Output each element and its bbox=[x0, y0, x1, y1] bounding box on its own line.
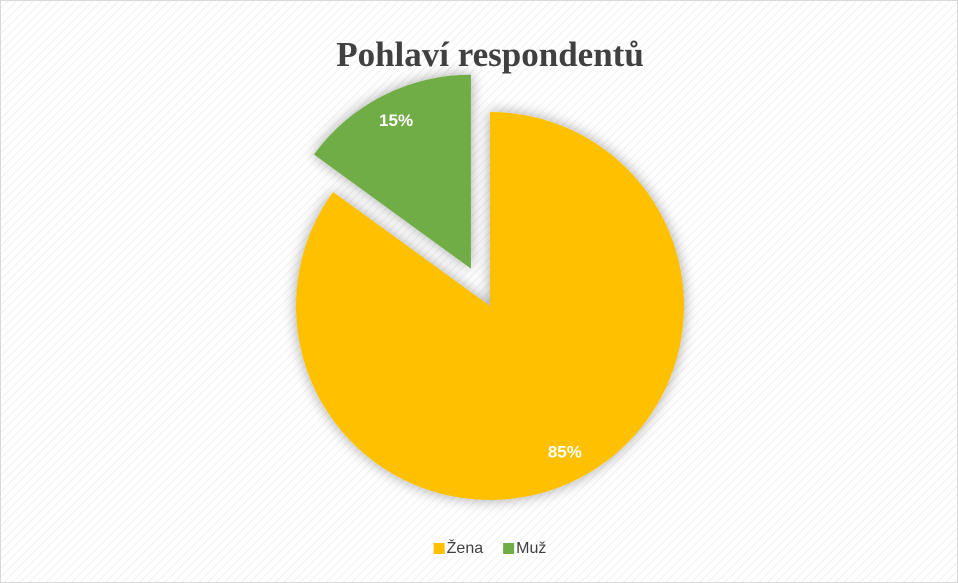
legend-swatch bbox=[433, 543, 445, 554]
legend-swatch bbox=[503, 543, 515, 554]
legend-label: Žena bbox=[447, 538, 484, 557]
pie-slice bbox=[313, 74, 471, 269]
data-label: 85% bbox=[548, 442, 582, 461]
chart-title: Pohlaví respondentů bbox=[336, 35, 644, 74]
pie bbox=[296, 74, 684, 500]
legend: Žena Muž bbox=[433, 538, 546, 557]
legend-label: Muž bbox=[516, 540, 546, 557]
pie-slice bbox=[296, 112, 684, 500]
labels: 85% 15% bbox=[379, 111, 582, 461]
data-label: 15% bbox=[379, 111, 413, 130]
